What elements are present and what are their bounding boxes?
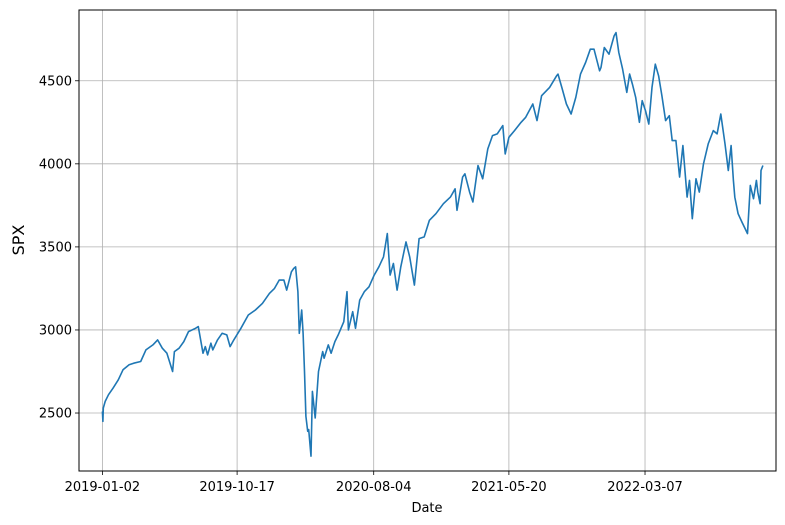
x-tick-label: 2022-03-07 bbox=[607, 480, 683, 495]
x-tick-label: 2021-05-20 bbox=[471, 480, 547, 495]
x-tick-label: 2019-10-17 bbox=[199, 480, 275, 495]
x-tick-label: 2019-01-02 bbox=[65, 480, 141, 495]
y-tick-label: 3000 bbox=[39, 323, 72, 338]
y-tick-label: 3500 bbox=[39, 240, 72, 255]
y-axis-label: SPX bbox=[9, 225, 28, 256]
x-tick-label: 2020-08-04 bbox=[336, 480, 412, 495]
y-tick-label: 4000 bbox=[39, 157, 72, 172]
x-axis-label: Date bbox=[411, 501, 442, 516]
plot-area bbox=[101, 31, 764, 458]
axes-frame bbox=[78, 9, 777, 472]
axis-ticks: 2019-01-02 2019-10-17 2020-08-04 2021-05-20… bbox=[39, 74, 683, 495]
grid-lines bbox=[79, 10, 776, 471]
y-tick-label: 2500 bbox=[39, 407, 72, 422]
y-tick-label: 4500 bbox=[39, 74, 72, 89]
series-line bbox=[101, 31, 764, 458]
